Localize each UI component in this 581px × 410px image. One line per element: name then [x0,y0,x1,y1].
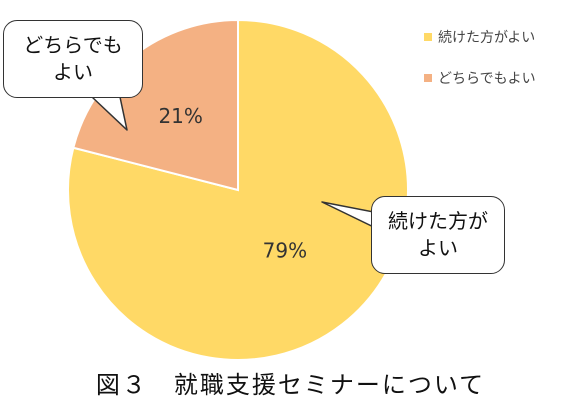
callout-continue-line1: 続けた方が [388,209,488,233]
pie-slice-continue [67,18,409,361]
callout-either-line1: どちらでも [23,33,123,57]
legend-item-continue: 続けた方がよい [424,26,536,48]
legend-swatch-continue [424,33,432,41]
legend-label-either: どちらでもよい [438,71,536,87]
data-label-either: 21% [158,104,202,128]
legend-label-continue: 続けた方がよい [438,30,536,46]
callout-either-tail [91,96,128,131]
callout-continue-tail [321,201,385,233]
callout-either: どちらでも よい [3,20,143,98]
figure-caption: 図３ 就職支援セミナーについて [95,370,486,399]
chart-legend: 続けた方がよい どちらでもよい [424,26,536,108]
legend-item-either: どちらでもよい [424,67,536,89]
callout-continue-line2: よい [418,236,458,260]
legend-swatch-either [424,74,432,82]
callout-either-line2: よい [53,60,93,84]
data-label-continue: 79% [263,238,307,262]
callout-continue: 続けた方が よい [371,196,505,274]
pie-chart: 79% 21% [67,18,409,361]
